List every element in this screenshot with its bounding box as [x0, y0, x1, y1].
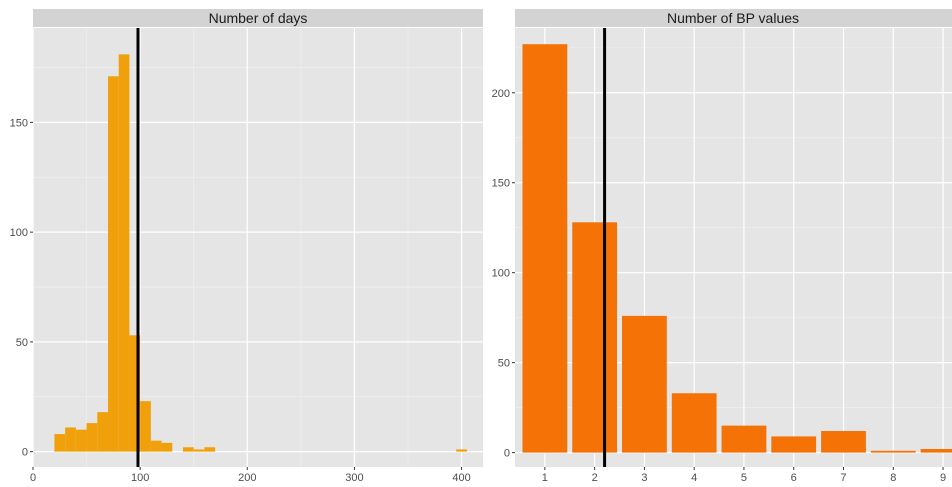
grid-left: [32, 28, 483, 467]
x-tick-label: 8: [890, 472, 896, 484]
y-tick-label: 50: [498, 358, 510, 370]
x-tick-label: 300: [345, 472, 363, 484]
bar: [821, 431, 866, 453]
histogram-bar: [65, 427, 76, 452]
facet-right: Number of BP values 0 50 100 150 200 1 2 3 4 5 6 7…: [492, 9, 952, 484]
y-ticks-left: 0 50 100 150: [10, 117, 33, 459]
histogram-bar: [118, 54, 130, 452]
y-tick-label: 0: [504, 448, 510, 460]
x-tick-label: 6: [791, 472, 797, 484]
histogram-bar: [150, 440, 162, 452]
x-tick-label: 9: [940, 472, 946, 484]
x-ticks-left: 0 100 200 300 400: [30, 467, 471, 484]
histogram-bar: [456, 449, 467, 452]
bar: [572, 222, 618, 453]
facet-left: Number of days 0 50 100 150 0 100 200 300 400: [10, 9, 483, 484]
strip-title-left: Number of days: [209, 10, 308, 26]
bar: [522, 44, 568, 453]
histogram-bar: [193, 449, 205, 452]
histogram-bar: [204, 447, 216, 452]
x-tick-label: 3: [641, 472, 647, 484]
x-tick-label: 4: [691, 472, 697, 484]
y-tick-label: 0: [22, 447, 28, 459]
x-tick-label: 100: [131, 472, 149, 484]
x-tick-label: 200: [238, 472, 256, 484]
bar: [622, 315, 667, 453]
y-tick-label: 200: [492, 88, 510, 100]
y-tick-label: 150: [492, 178, 510, 190]
y-tick-label: 100: [492, 268, 510, 280]
histogram-bar: [183, 447, 194, 452]
x-tick-label: 2: [592, 472, 598, 484]
panel-left: [33, 28, 483, 467]
bar: [920, 449, 952, 453]
histogram-bar: [140, 401, 151, 452]
x-tick-label: 1: [542, 472, 548, 484]
bar: [671, 393, 717, 453]
bar: [771, 436, 817, 453]
y-ticks-right: 0 50 100 150 200: [492, 88, 515, 460]
histogram-bar: [108, 76, 119, 452]
y-tick-label: 50: [16, 337, 28, 349]
bars-right: [522, 44, 952, 453]
x-tick-label: 0: [30, 472, 36, 484]
histogram-bar: [129, 335, 141, 452]
strip-title-right: Number of BP values: [667, 10, 799, 26]
y-tick-label: 100: [10, 227, 28, 239]
strip-left: [33, 9, 483, 27]
bar: [721, 425, 767, 453]
histogram-bar: [97, 412, 108, 452]
x-tick-label: 7: [840, 472, 846, 484]
bar: [870, 450, 916, 453]
x-ticks-right: 1 2 3 4 5 6 7 8 9: [542, 467, 946, 484]
y-tick-label: 150: [10, 117, 28, 129]
x-tick-label: 5: [741, 472, 747, 484]
histogram-bar: [54, 434, 66, 452]
bars-left: [54, 54, 467, 452]
x-tick-label: 400: [452, 472, 470, 484]
histogram-bar: [86, 423, 98, 452]
strip-right: [515, 9, 952, 27]
histogram-bar: [161, 442, 173, 452]
histogram-bar: [75, 429, 87, 452]
